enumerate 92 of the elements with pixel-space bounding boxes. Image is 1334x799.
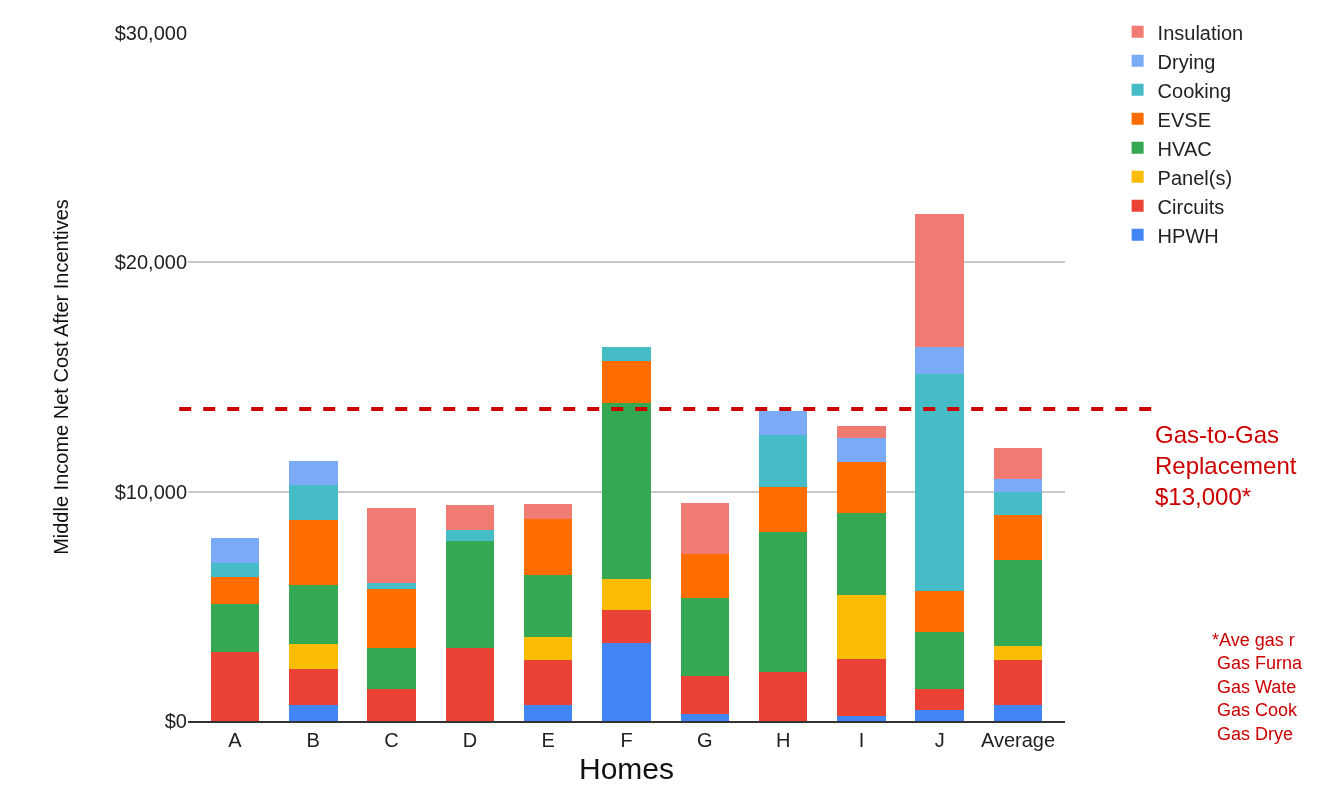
bar — [523, 637, 573, 661]
bar — [758, 671, 808, 721]
bar — [523, 575, 573, 638]
bar — [523, 519, 573, 576]
bar — [915, 591, 964, 632]
bar — [680, 503, 730, 554]
legend-label: EVSE — [1157, 108, 1211, 131]
bar — [523, 504, 573, 520]
bar — [915, 347, 964, 374]
bar — [837, 426, 886, 438]
bar — [445, 529, 495, 541]
x-tick-label: I — [858, 729, 865, 751]
legend-label: Cooking — [1157, 79, 1232, 102]
bar — [993, 491, 1043, 515]
bar — [367, 647, 416, 689]
bar — [915, 214, 964, 348]
bar — [837, 659, 886, 717]
bar — [210, 537, 260, 563]
bar — [993, 479, 1043, 492]
bar — [837, 716, 886, 721]
x-tick-label: Average — [980, 729, 1056, 751]
bar — [289, 704, 338, 721]
bar — [289, 484, 338, 521]
bar — [915, 688, 964, 710]
x-tick-label: E — [541, 729, 555, 751]
bar — [210, 576, 260, 605]
bar — [680, 553, 730, 599]
bar — [680, 676, 730, 715]
bar — [367, 507, 416, 584]
bar — [758, 531, 808, 672]
bar — [445, 540, 495, 648]
bar — [602, 347, 651, 361]
bar — [602, 578, 651, 610]
bar — [993, 448, 1043, 480]
bar — [837, 513, 886, 595]
bar — [993, 660, 1043, 705]
bar — [210, 562, 260, 577]
bar — [680, 714, 730, 721]
bar — [445, 647, 495, 721]
bar — [837, 437, 886, 462]
legend-label: Circuits — [1157, 195, 1225, 218]
bar — [289, 520, 338, 585]
x-tick-label: H — [775, 729, 791, 751]
bar — [445, 505, 495, 530]
bar — [289, 644, 338, 670]
legend-label: HVAC — [1157, 137, 1212, 160]
bar — [602, 643, 651, 721]
bar — [993, 514, 1043, 561]
bar — [915, 373, 964, 592]
text: *Ave gas r Gas Furna Gas Wate Gas Cook Gas Drye — [1212, 630, 1304, 744]
x-tick-label: B — [306, 729, 320, 751]
legend-label: Drying — [1157, 50, 1216, 73]
bar — [915, 631, 964, 689]
y-tick-label: $30,000 — [114, 22, 187, 44]
legend-label: HPWH — [1157, 224, 1219, 247]
legend-label: Insulation — [1157, 21, 1244, 44]
bar — [993, 646, 1043, 661]
bar — [680, 598, 730, 677]
bar — [602, 609, 651, 644]
bar — [523, 704, 573, 721]
bar — [915, 709, 964, 721]
bar — [367, 589, 416, 648]
bar — [837, 594, 886, 660]
bar — [758, 411, 808, 436]
x-tick-label: D — [462, 729, 478, 751]
ref-line-label: Gas-to-Gas Replacement $13,000* — [1155, 421, 1297, 511]
legend-label: Panel(s) — [1157, 166, 1233, 189]
bar — [289, 460, 338, 485]
x-tick-label: A — [228, 729, 243, 751]
bar — [367, 583, 416, 590]
y-tick-label: $0 — [164, 710, 187, 732]
x-tick-label: G — [697, 729, 713, 751]
bar — [523, 660, 573, 705]
bar — [993, 560, 1043, 647]
bar — [837, 461, 886, 514]
bar — [758, 435, 808, 488]
y-axis-title: Middle Income Net Cost After Incentives — [50, 199, 73, 555]
bar — [367, 688, 416, 721]
x-tick-label: J — [934, 729, 945, 751]
x-tick-label: C — [384, 729, 399, 751]
bar — [602, 360, 651, 404]
bar — [602, 403, 651, 579]
x-tick-label: F — [620, 729, 633, 751]
x-axis-title: Homes — [578, 752, 675, 785]
bar — [289, 584, 338, 645]
bar — [993, 704, 1043, 721]
bar — [210, 652, 260, 721]
bar — [210, 604, 260, 653]
bar — [758, 487, 808, 532]
bar — [289, 669, 338, 705]
y-tick-label: $10,000 — [114, 480, 187, 503]
y-tick-label: $20,000 — [114, 251, 187, 274]
